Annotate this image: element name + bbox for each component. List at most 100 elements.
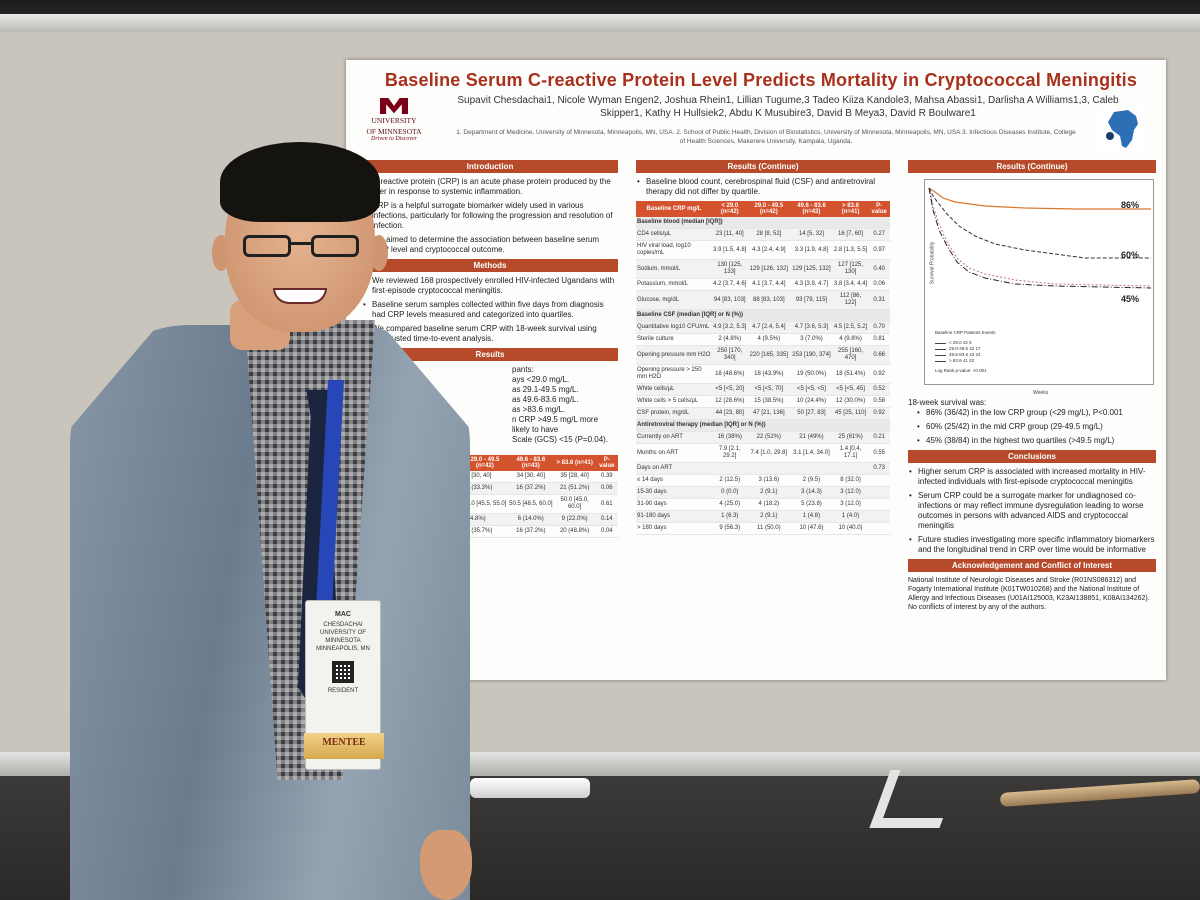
table-group-label: Antiretroviral therapy (median [IQR] or … xyxy=(636,419,890,432)
table-cell xyxy=(868,522,890,535)
table-row: 15-30 days 0 (0.0) 2 (9.1) 3 (14.3) 3 (12.0) xyxy=(636,486,890,499)
table-group-row: Baseline blood (median [IQR]) xyxy=(636,217,890,229)
table-cell: 45 [25, 110] xyxy=(832,407,869,420)
list-item: 60% (25/42) in the mid CRP group (29-49.… xyxy=(917,422,1156,432)
table-cell: 7.9 [2.1, 29.2] xyxy=(712,443,748,463)
qr-code-icon xyxy=(332,661,354,683)
table-cell: 127 [125, 130] xyxy=(832,259,869,279)
km-legend: < 29.0 42 6 29.0-49.5 42 17 49.6-83.6 43… xyxy=(935,340,981,364)
table-row: Months on ART 7.9 [2.1, 29.2] 7.4 [1.0, 29… xyxy=(636,443,890,463)
table-group-row: Antiretroviral therapy (median [IQR] or … xyxy=(636,419,890,432)
table-cell: 0.06 xyxy=(595,482,618,495)
table-header: > 83.6 (n=41) xyxy=(553,455,596,471)
table-cell: 3.9 [1.5, 4.8] xyxy=(712,240,748,260)
table-cell: 1 (4.0) xyxy=(832,510,869,523)
table-cell: 0.21 xyxy=(868,431,890,444)
table-cell: 0.73 xyxy=(868,462,890,475)
table-cell: 7.4 [1.0, 29.8] xyxy=(747,443,791,463)
table-cell: 15 (38.5%) xyxy=(747,395,791,408)
table-row: > 180 days 9 (56.3) 11 (50.0) 10 (47.6) 10 (… xyxy=(636,522,890,535)
table-row: CSF protein, mg/dL 44 [23, 80] 47 [21, 136… xyxy=(636,407,890,420)
table-row: 31-90 days 4 (25.0) 4 (18.2) 5 (23.8) 3 (12.… xyxy=(636,498,890,511)
km-legend-item: 29.0-49.5 42 17 xyxy=(935,346,981,352)
table-cell: 0.06 xyxy=(868,278,890,291)
table-cell: 91-180 days xyxy=(636,510,712,523)
table-cell: 1.4 [0.4, 17.1] xyxy=(832,443,869,463)
table-cell: 47 [21, 136] xyxy=(747,407,791,420)
table-cell: 2 (4.8%) xyxy=(462,513,508,526)
baseline-table-body: Baseline blood (median [IQR]) CD4 cells/µ… xyxy=(636,217,890,535)
table-cell: ≤ 14 days xyxy=(636,474,712,487)
table-cell: <5 [<5, 45] xyxy=(832,383,869,396)
results-line: n CRP >49.5 mg/L more likely to have xyxy=(512,415,599,434)
logo-line-1: UNIVERSITY xyxy=(371,116,417,125)
table-row: 50.0 [45.5, 55.0] 50.5 [48.5, 60.0] 50.0 [… xyxy=(462,494,618,514)
table-cell: 0.97 xyxy=(868,240,890,260)
results-partial-text: pants: ays <29.0 mg/L. as 29.1-49.5 mg/L… xyxy=(362,365,618,445)
km-plot xyxy=(928,187,1152,289)
table-cell: 2.8 [1.3, 5.5] xyxy=(832,240,869,260)
white-tube xyxy=(470,778,590,798)
results-line: as >83.6 mg/L. xyxy=(512,405,566,414)
list-item: 86% (36/42) in the low CRP group (<29 mg… xyxy=(917,408,1156,418)
km-legend-item: < 29.0 42 6 xyxy=(935,340,981,346)
results-continue-heading: Results (Continue) xyxy=(636,160,890,173)
table-cell: 4.5 [2.5, 5.2] xyxy=(832,321,869,334)
table-cell xyxy=(868,474,890,487)
table-cell: 93 [79, 115] xyxy=(790,290,833,310)
table-cell: 5 (23.8) xyxy=(790,498,833,511)
table-cell: White cells/µL xyxy=(636,383,712,396)
survival-heading: 18-week survival was: xyxy=(908,398,987,407)
table-header: 29.0 - 49.5 (n=42) xyxy=(462,455,508,471)
list-item: 45% (38/84) in the highest two quartiles… xyxy=(917,436,1156,446)
table-cell xyxy=(868,498,890,511)
table-cell: <5 [<5, 20] xyxy=(712,383,748,396)
table-cell: 15-30 days xyxy=(636,486,712,499)
column-left: Introduction C-reactive protein (CRP) is… xyxy=(362,160,618,538)
table-cell: 19 (50.0%) xyxy=(790,364,833,384)
table-cell: 35 [30, 40] xyxy=(462,471,508,483)
table-cell: 21 (51.2%) xyxy=(553,482,596,495)
introduction-heading: Introduction xyxy=(362,160,618,173)
results-table: 29.0 - 49.5 (n=42) 49.6 - 83.6 (n=43) > … xyxy=(462,455,618,538)
table-cell: Sterile culture xyxy=(636,333,712,346)
table-cell: Sodium, mmol/L xyxy=(636,259,712,279)
badge-org: UNIVERSITY OF MINNESOTA xyxy=(320,630,366,644)
table-header: P-value xyxy=(868,201,890,217)
badge-last-name: CHESDACHAI xyxy=(323,622,363,628)
table-cell: 4.9 [3.2, 5.3] xyxy=(712,321,748,334)
table-row: 91-180 days 1 (6.3) 2 (9.1) 1 (4.8) 1 (4.0) xyxy=(636,510,890,523)
table-cell: 2 (9.5) xyxy=(790,474,833,487)
table-cell: 1 (6.3) xyxy=(712,510,748,523)
table-cell: 9 (22.0%) xyxy=(553,513,596,526)
table-cell: Days on ART xyxy=(636,462,712,475)
table-cell: 3 (12.0) xyxy=(832,486,869,499)
survival-list: 86% (36/42) in the low CRP group (<29 mg… xyxy=(908,408,1156,446)
table-cell: <5 [<5, 70] xyxy=(747,383,791,396)
table-cell: 2 (9.1) xyxy=(747,486,791,499)
table-row: Days on ART 0.73 xyxy=(636,462,890,475)
table-row: Quantitative log10 CFU/mL 4.9 [3.2, 5.3] 4… xyxy=(636,321,890,334)
table-cell: 50.5 [48.5, 60.0] xyxy=(507,494,554,514)
table-cell: 4.2 [3.7, 4.6] xyxy=(712,278,748,291)
conclusions-heading: Conclusions xyxy=(908,450,1156,463)
table-cell: 23 [11, 40] xyxy=(712,228,748,241)
table-cell: 12 (28.6%) xyxy=(712,395,748,408)
table-cell: 16 (37.2%) xyxy=(507,525,554,538)
table-cell: 16 (38%) xyxy=(712,431,748,444)
table-cell: 0.04 xyxy=(595,525,618,538)
table-cell: Glucose, mg/dL xyxy=(636,290,712,310)
km-label-60: 60% xyxy=(1121,250,1140,260)
poster-affiliations: 1. Department of Medicine, University of… xyxy=(456,129,1076,145)
table-cell: 0.61 xyxy=(595,494,618,514)
smile xyxy=(273,288,327,304)
table-header: 49.6 - 83.6 (n=43) xyxy=(507,455,554,471)
table-row: White cells/µL <5 [<5, 20] <5 [<5, 70] <5 [… xyxy=(636,383,890,396)
table-header: 29.0 - 49.5 (n=42) xyxy=(747,201,791,217)
badge-role: RESIDENT xyxy=(327,688,359,694)
table-cell: 15 (35.7%) xyxy=(462,525,508,538)
table-cell: Currently on ART xyxy=(636,431,712,444)
km-curve-low xyxy=(928,187,1151,210)
badge-first-name: MAC xyxy=(335,611,351,618)
km-legend-item: 49.6-83.6 43 24 xyxy=(935,352,981,358)
